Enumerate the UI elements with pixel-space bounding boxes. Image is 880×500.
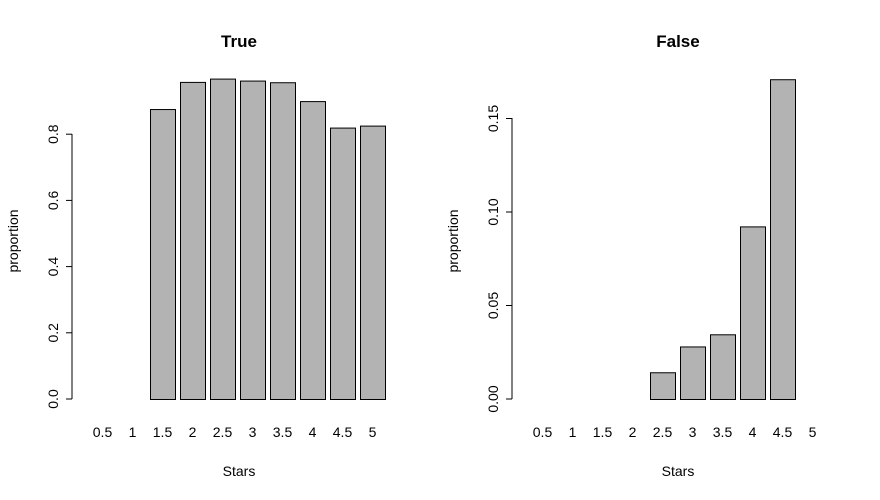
y-tick-label: 0.4 <box>45 257 61 277</box>
y-axis-label: proportion <box>445 209 461 272</box>
bar-4-5 <box>770 79 796 400</box>
x-tick-label: 2 <box>189 424 197 440</box>
bar-4 <box>300 101 326 400</box>
y-tick-label: 0.05 <box>485 292 501 319</box>
x-tick-label: 1.5 <box>153 424 173 440</box>
chart-title: False <box>656 32 699 51</box>
chart-title: True <box>221 32 257 51</box>
y-tick-label: 0.10 <box>485 198 501 225</box>
y-tick-label: 0.0 <box>45 389 61 409</box>
y-ticks-group: 0.00 0.05 0.10 0.15 <box>485 105 512 413</box>
x-ticks-group: 0.5 1 1.5 2 2.5 3 3.5 4 4.5 5 <box>93 424 377 440</box>
x-tick-label: 2.5 <box>213 424 233 440</box>
y-tick-label: 0.6 <box>45 190 61 210</box>
x-tick-label: 3.5 <box>273 424 293 440</box>
bar-4 <box>740 226 766 400</box>
x-tick-label: 1 <box>129 424 137 440</box>
x-tick-label: 5 <box>369 424 377 440</box>
x-tick-label: 4.5 <box>333 424 353 440</box>
x-tick-label: 5 <box>809 424 817 440</box>
x-tick-label: 3.5 <box>713 424 733 440</box>
chart-panel-false: False Stars proportion 0.5 1 1.5 2 2.5 3 3.5 4 4… <box>445 32 817 479</box>
bars-group <box>650 79 796 401</box>
y-tick-label: 0.00 <box>485 385 501 412</box>
x-axis-label: Stars <box>223 463 256 479</box>
bar-2-5 <box>210 78 236 400</box>
bar-1-5 <box>150 109 176 400</box>
bar-3-5 <box>270 82 296 400</box>
bars-group <box>150 78 386 401</box>
x-tick-label: 2.5 <box>653 424 673 440</box>
bar-2 <box>180 81 206 400</box>
bar-3 <box>240 80 266 400</box>
bar-5 <box>360 125 386 401</box>
y-axis-label: proportion <box>5 209 21 272</box>
bar-2-5 <box>650 372 676 400</box>
y-tick-label: 0.2 <box>45 323 61 343</box>
x-tick-label: 4 <box>309 424 317 440</box>
y-ticks-group: 0.0 0.2 0.4 0.6 0.8 <box>45 124 72 409</box>
x-tick-label: 1.5 <box>593 424 613 440</box>
x-tick-label: 4 <box>749 424 757 440</box>
x-ticks-group: 0.5 1 1.5 2 2.5 3 3.5 4 4.5 5 <box>533 424 817 440</box>
x-tick-label: 4.5 <box>773 424 793 440</box>
chart-panel-true: True Stars proportion 0.5 1 1.5 2 2.5 3 3.5 4 4.… <box>5 32 386 479</box>
bar-3-5 <box>710 334 736 401</box>
x-tick-label: 3 <box>249 424 257 440</box>
x-tick-label: 2 <box>629 424 637 440</box>
x-tick-label: 1 <box>569 424 577 440</box>
x-tick-label: 0.5 <box>93 424 113 440</box>
y-tick-label: 0.8 <box>45 124 61 144</box>
y-tick-label: 0.15 <box>485 105 501 132</box>
x-axis-label: Stars <box>662 463 695 479</box>
bar-4-5 <box>330 127 356 401</box>
bar-3 <box>680 346 706 401</box>
x-tick-label: 3 <box>689 424 697 440</box>
x-tick-label: 0.5 <box>533 424 553 440</box>
